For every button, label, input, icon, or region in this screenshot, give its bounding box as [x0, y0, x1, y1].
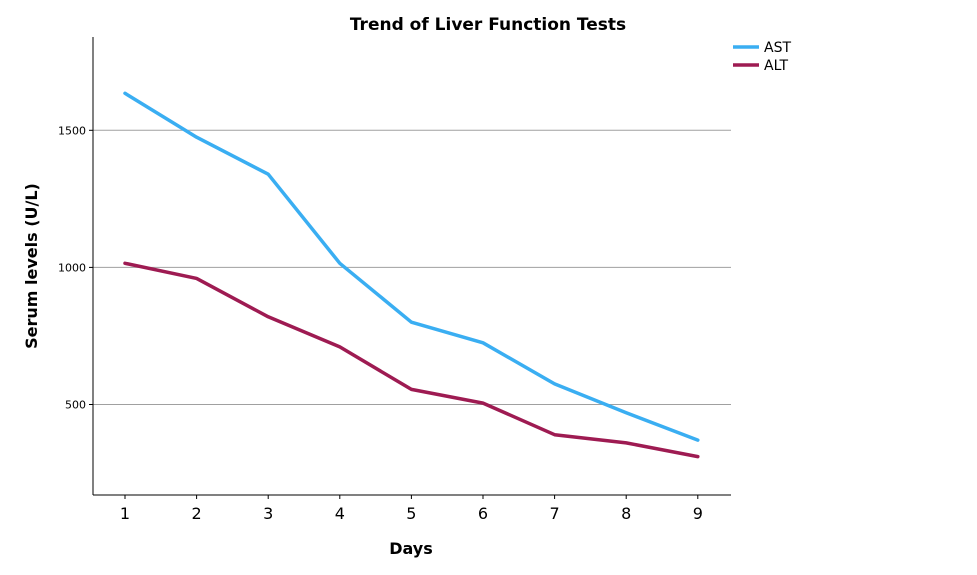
- x-tick-label: 9: [693, 504, 703, 523]
- series-line-alt: [123, 261, 700, 459]
- y-tick-label: 1000: [58, 261, 86, 274]
- legend: AST ALT: [733, 40, 791, 74]
- gridlines: [93, 129, 731, 405]
- chart-title: Trend of Liver Function Tests: [350, 15, 626, 35]
- legend-label-alt: ALT: [764, 58, 788, 74]
- x-tick-label: 1: [120, 504, 130, 523]
- x-tick-label: 8: [621, 504, 631, 523]
- x-tick-label: 3: [263, 504, 273, 523]
- x-axis-ticks: 1 2 3 4 5 6 7 8 9: [120, 495, 703, 523]
- y-tick-label: 500: [65, 399, 86, 412]
- y-tick-label: 1500: [58, 124, 86, 137]
- x-tick-label: 7: [550, 504, 560, 523]
- x-axis-label: Days: [389, 539, 433, 558]
- series-lines: [123, 91, 700, 459]
- x-tick-label: 6: [478, 504, 488, 523]
- x-tick-label: 5: [406, 504, 416, 523]
- legend-label-ast: AST: [764, 40, 791, 56]
- y-axis-ticks: 500 1000 1500: [58, 124, 93, 412]
- y-axis-label: Serum levels (U/L): [22, 183, 41, 349]
- x-tick-label: 2: [192, 504, 202, 523]
- x-tick-label: 4: [335, 504, 345, 523]
